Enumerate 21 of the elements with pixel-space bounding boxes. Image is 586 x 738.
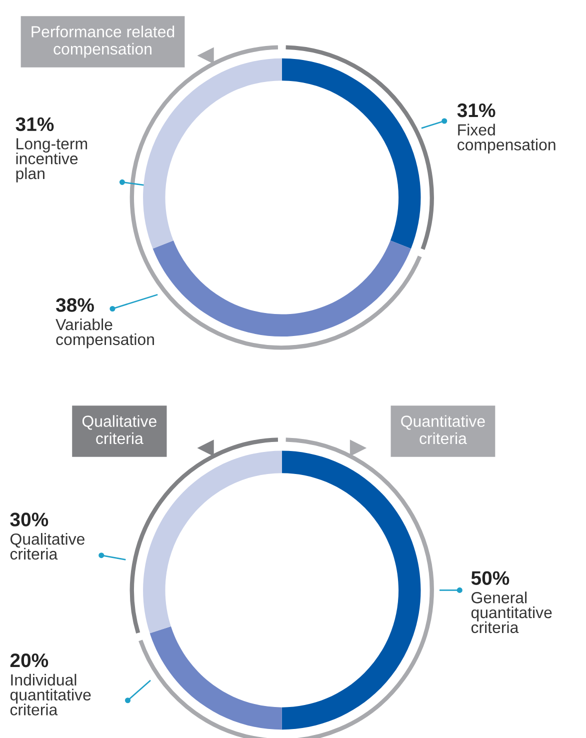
donut-slice: [143, 58, 282, 249]
text: Performance related compensation: [32, 26, 174, 58]
data-label: 20%: [10, 653, 48, 668]
donut-slice: [282, 450, 421, 730]
donut-slice: [152, 240, 411, 337]
data-label: 31%: [16, 117, 54, 132]
data-label: 31%: [457, 103, 496, 118]
data-label: 50%: [471, 571, 510, 585]
slice-label: Long-term incentive plan: [16, 138, 88, 182]
data-label: 30%: [10, 512, 48, 526]
text: Qualitative criteria: [82, 415, 156, 444]
donut-slice: [282, 58, 421, 249]
slice-label: General quantitative criteria: [471, 592, 552, 634]
slice-label: Qualitative criteria: [10, 533, 84, 560]
slice-label: Individual quantitative criteria: [10, 674, 91, 716]
slice-label: Fixed compensation: [458, 124, 556, 154]
slice-label: Variable compensation: [56, 318, 154, 348]
text: Quantitative criteria: [401, 415, 485, 444]
donut-slice: [143, 450, 282, 634]
data-label: 38%: [56, 298, 94, 312]
donut-slice: [150, 626, 282, 730]
